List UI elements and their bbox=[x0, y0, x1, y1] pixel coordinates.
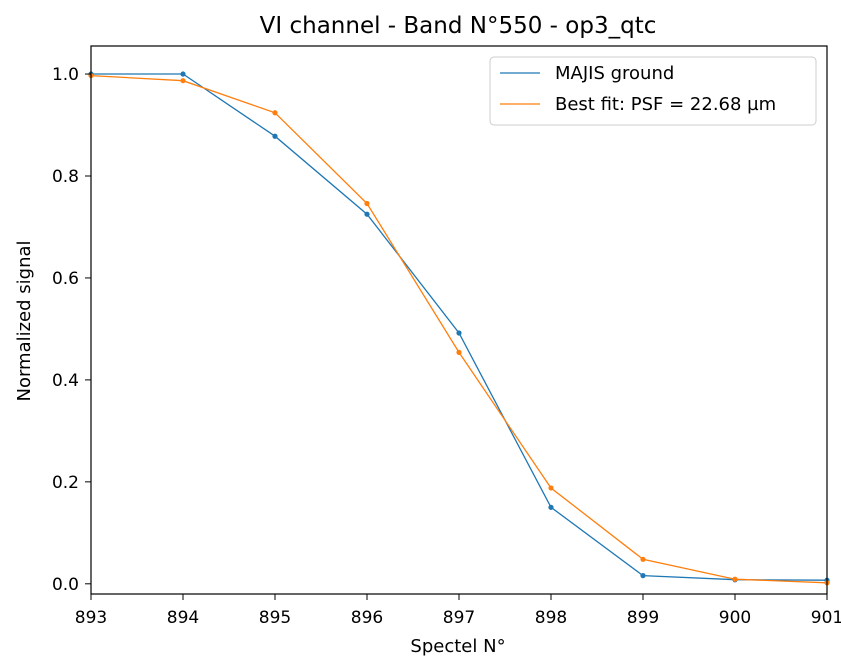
legend-box bbox=[489, 56, 817, 126]
data-point bbox=[732, 576, 738, 582]
x-axis: 893 894 895 896 897 898 899 900 901 bbox=[75, 594, 841, 628]
x-tick-label: 897 bbox=[443, 608, 475, 628]
y-tick-label: 0.4 bbox=[52, 371, 79, 391]
data-point bbox=[364, 200, 370, 207]
y-tick-label: 1.0 bbox=[52, 65, 79, 85]
x-tick-label: 900 bbox=[719, 608, 751, 628]
x-tick-label: 896 bbox=[351, 608, 383, 628]
plot-area bbox=[88, 71, 830, 586]
x-axis-label: Spectel N° bbox=[410, 636, 505, 656]
data-point bbox=[640, 573, 646, 579]
data-point bbox=[180, 71, 186, 77]
y-tick-label: 0.2 bbox=[52, 473, 79, 493]
series-line bbox=[91, 73, 828, 581]
x-tick-label: 898 bbox=[535, 608, 567, 628]
chart-title: VI channel - Band N°550 - op3_qtc bbox=[260, 13, 657, 39]
data-point bbox=[548, 485, 554, 491]
data-point bbox=[180, 78, 186, 84]
data-point bbox=[456, 349, 462, 355]
y-tick-label: 0.0 bbox=[52, 575, 79, 595]
y-axis: 0.0 0.2 0.4 0.6 0.8 1.0 bbox=[52, 65, 91, 595]
legend: MAJIS ground Best fit: PSF = 22.68 µm bbox=[489, 56, 817, 126]
x-tick-label: 899 bbox=[627, 608, 659, 628]
x-tick-label: 894 bbox=[167, 608, 199, 628]
legend-label: MAJIS ground bbox=[555, 63, 674, 84]
x-tick-label: 901 bbox=[811, 608, 841, 628]
y-axis-label: Normalized signal bbox=[14, 240, 35, 401]
x-tick-label: 895 bbox=[259, 608, 291, 628]
data-point bbox=[548, 504, 554, 510]
data-point bbox=[272, 110, 278, 116]
y-tick-label: 0.8 bbox=[52, 167, 79, 187]
data-point bbox=[272, 133, 278, 139]
y-tick-label: 0.6 bbox=[52, 269, 79, 289]
legend-label: Best fit: PSF = 22.68 µm bbox=[555, 94, 776, 115]
plot-frame bbox=[90, 45, 828, 595]
x-tick-label: 893 bbox=[75, 608, 107, 628]
data-point bbox=[364, 211, 370, 217]
data-point bbox=[640, 556, 646, 562]
series-line bbox=[90, 74, 828, 584]
data-point bbox=[456, 330, 462, 336]
